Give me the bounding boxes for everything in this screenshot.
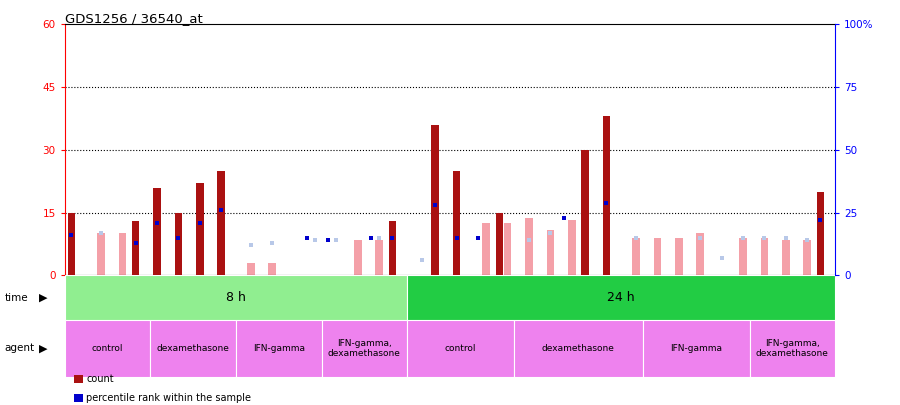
Bar [496, 213, 503, 275]
Text: dexamethasone: dexamethasone [542, 344, 615, 353]
Bar [97, 233, 104, 275]
Text: dexamethasone: dexamethasone [157, 344, 230, 353]
Bar [431, 125, 439, 275]
Text: GDS1256 / 36540_at: GDS1256 / 36540_at [65, 12, 202, 25]
Text: IFN-gamma: IFN-gamma [253, 344, 305, 353]
Bar [643, 320, 750, 377]
Bar [697, 233, 704, 275]
Bar [389, 221, 396, 275]
Bar [407, 275, 835, 320]
Bar [236, 320, 321, 377]
Bar [248, 263, 255, 275]
Bar [546, 230, 554, 275]
Text: agent: agent [4, 343, 34, 353]
Text: control: control [445, 344, 476, 353]
Bar [568, 220, 576, 275]
Bar [119, 233, 126, 275]
Text: percentile rank within the sample: percentile rank within the sample [86, 393, 251, 403]
Bar [750, 320, 835, 377]
Bar [65, 320, 150, 377]
Bar [321, 320, 407, 377]
Bar [453, 171, 460, 275]
Text: count: count [86, 374, 114, 384]
Text: IFN-gamma,
dexamethasone: IFN-gamma, dexamethasone [328, 339, 400, 358]
Bar [739, 238, 747, 275]
Bar [603, 116, 610, 275]
Bar [581, 150, 589, 275]
Bar [816, 192, 824, 275]
Text: 8 h: 8 h [226, 291, 246, 304]
Text: 24 h: 24 h [608, 291, 635, 304]
Text: time: time [4, 293, 28, 303]
Bar [196, 183, 203, 275]
Bar [675, 238, 682, 275]
Bar [175, 213, 182, 275]
Text: IFN-gamma,
dexamethasone: IFN-gamma, dexamethasone [756, 339, 829, 358]
Bar [354, 240, 362, 275]
Text: IFN-gamma: IFN-gamma [670, 344, 722, 353]
Bar [131, 221, 140, 275]
Bar [514, 320, 643, 377]
Bar [804, 240, 811, 275]
Bar [782, 240, 789, 275]
Bar [653, 238, 662, 275]
Bar [65, 275, 407, 320]
Bar [218, 171, 225, 275]
Bar [150, 320, 236, 377]
Bar [633, 238, 640, 275]
Bar [268, 263, 276, 275]
Bar [68, 213, 75, 275]
Bar [482, 223, 490, 275]
Bar [760, 238, 769, 275]
Bar [153, 188, 161, 275]
Bar [407, 320, 514, 377]
Text: ▶: ▶ [39, 343, 47, 353]
Text: control: control [92, 344, 123, 353]
Bar [504, 223, 511, 275]
Bar [526, 217, 533, 275]
Bar [375, 240, 383, 275]
Text: ▶: ▶ [39, 293, 47, 303]
